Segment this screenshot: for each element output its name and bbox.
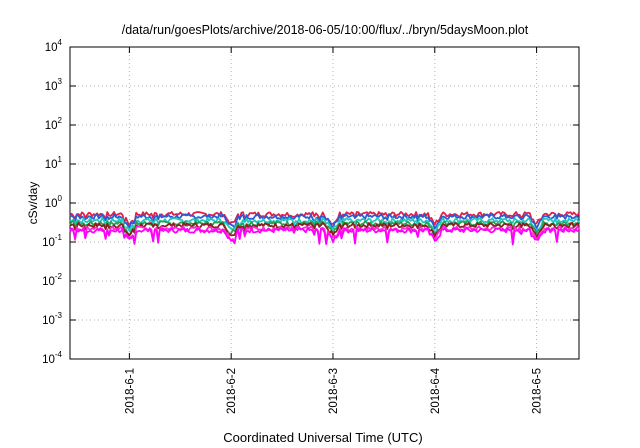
series-line (69, 222, 580, 239)
x-tick-label: 2018-6-1 (124, 368, 136, 414)
x-tick-label: 2018-6-2 (226, 368, 238, 414)
chart-title: /data/run/goesPlots/archive/2018-06-05/1… (122, 23, 529, 37)
series-line (69, 217, 580, 234)
y-tick-label: 104 (45, 38, 63, 54)
x-tick-label: 2018-6-5 (532, 368, 544, 414)
series-line (69, 213, 580, 230)
y-tick-label: 10-3 (42, 311, 62, 327)
y-axis-label: cSv/day (26, 182, 40, 225)
x-tick-label: 2018-6-3 (328, 368, 340, 414)
x-tick-labels: 2018-6-1 2018-6-2 2018-6-3 2018-6-4 2018-6-5 (124, 367, 543, 414)
series-line (69, 227, 579, 246)
series-lines (69, 211, 580, 246)
y-tick-labels: 10-4 10-3 10-2 10-1 100 101 102 103 104 (42, 38, 62, 366)
y-tick-label: 102 (45, 116, 63, 132)
x-axis-label: Coordinated Universal Time (UTC) (223, 430, 422, 445)
y-tick-label: 10-4 (42, 350, 62, 366)
y-tick-label: 101 (45, 155, 63, 171)
y-tick-label: 10-2 (42, 272, 62, 288)
grid-lines (70, 46, 579, 360)
y-tick-label: 100 (45, 194, 63, 210)
x-tick-label: 2018-6-4 (430, 367, 442, 414)
y-tick-label: 10-1 (42, 233, 62, 249)
y-tick-label: 103 (45, 77, 63, 93)
